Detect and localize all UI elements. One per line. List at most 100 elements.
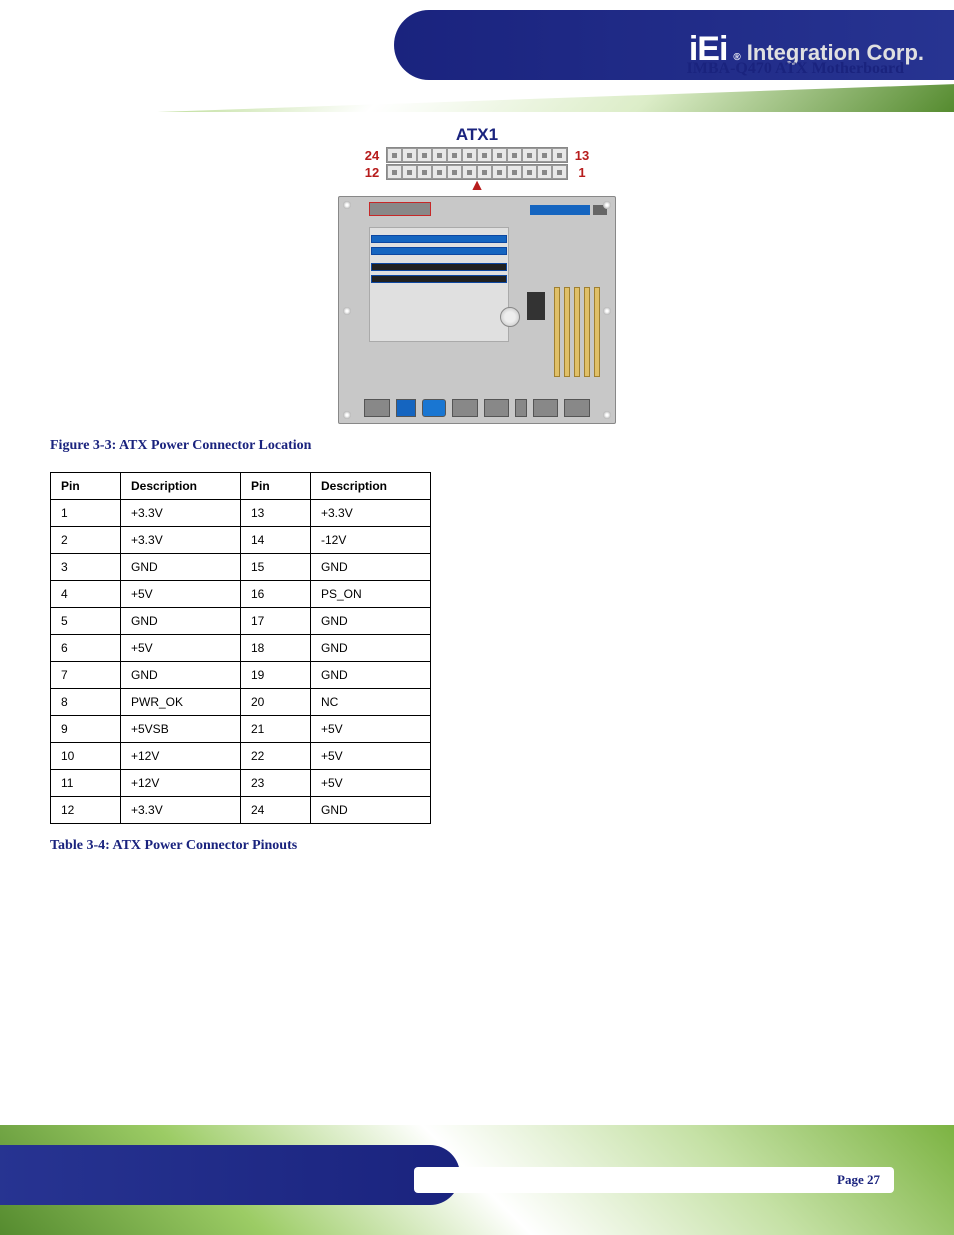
screw-hole <box>603 307 611 315</box>
io-port <box>533 399 559 417</box>
td-desc: GND <box>311 797 431 824</box>
pci-slot <box>564 287 570 377</box>
page-number-strip: Page 27 <box>414 1167 894 1193</box>
pci-slot <box>594 287 600 377</box>
td-desc: PWR_OK <box>121 689 241 716</box>
product-name: IMBA-Q470 ATX Motherboard <box>687 60 904 78</box>
td-desc: +3.3V <box>121 797 241 824</box>
td-pin: 5 <box>51 608 121 635</box>
td-desc: GND <box>121 554 241 581</box>
atx-pin <box>552 165 567 179</box>
dimm-slot <box>371 247 507 255</box>
atx-pin <box>462 148 477 162</box>
td-desc: +5V <box>311 716 431 743</box>
atx-pin <box>402 148 417 162</box>
atx-lower-row: 12 1 <box>362 164 592 180</box>
screw-hole <box>343 411 351 419</box>
td-desc: +3.3V <box>121 500 241 527</box>
table-caption: Table 3-4: ATX Power Connector Pinouts <box>50 838 904 854</box>
screw-hole <box>603 201 611 209</box>
td-pin: 1 <box>51 500 121 527</box>
pci-slot <box>584 287 590 377</box>
td-desc: GND <box>121 662 241 689</box>
atx-pin <box>522 148 537 162</box>
atx-pin <box>432 148 447 162</box>
mobo-battery <box>500 307 520 327</box>
td-desc: +5VSB <box>121 716 241 743</box>
th-desc: Description <box>121 473 241 500</box>
dimm-slot <box>371 235 507 243</box>
td-desc: +12V <box>121 743 241 770</box>
atx-pin <box>477 148 492 162</box>
pin-num-12: 12 <box>362 165 382 180</box>
td-desc: +3.3V <box>121 527 241 554</box>
io-port <box>452 399 478 417</box>
io-port-vga <box>422 399 446 417</box>
io-port <box>364 399 390 417</box>
atx-pin <box>492 165 507 179</box>
td-pin: 6 <box>51 635 121 662</box>
table-row: 10+12V22+5V <box>51 743 431 770</box>
atx-pin <box>417 165 432 179</box>
td-pin: 16 <box>241 581 311 608</box>
atx-connector-diagram: ATX1 24 13 12 1 ▲ <box>297 125 657 194</box>
atx-pin <box>417 148 432 162</box>
atx-pin <box>462 165 477 179</box>
bottom-banner: Page 27 <box>0 1125 954 1235</box>
io-port <box>484 399 510 417</box>
screw-hole <box>343 201 351 209</box>
td-desc: NC <box>311 689 431 716</box>
td-pin: 23 <box>241 770 311 797</box>
th-desc: Description <box>311 473 431 500</box>
dimm-slot <box>371 263 507 271</box>
atx-pin <box>537 148 552 162</box>
td-pin: 13 <box>241 500 311 527</box>
table-row: 5GND17GND <box>51 608 431 635</box>
io-port <box>396 399 416 417</box>
td-pin: 3 <box>51 554 121 581</box>
table-row: 12+3.3V24GND <box>51 797 431 824</box>
atx-pin <box>537 165 552 179</box>
atx-pin <box>402 165 417 179</box>
pci-slot <box>574 287 580 377</box>
td-pin: 15 <box>241 554 311 581</box>
td-desc: +3.3V <box>311 500 431 527</box>
td-pin: 20 <box>241 689 311 716</box>
td-pin: 14 <box>241 527 311 554</box>
table-row: 2+3.3V14-12V <box>51 527 431 554</box>
td-desc: +12V <box>121 770 241 797</box>
arrow-up-icon: ▲ <box>297 178 657 194</box>
th-pin: Pin <box>241 473 311 500</box>
table-row: 9+5VSB21+5V <box>51 716 431 743</box>
atx-pin-block: 24 13 12 1 <box>297 147 657 180</box>
table-row: 3GND15GND <box>51 554 431 581</box>
td-pin: 19 <box>241 662 311 689</box>
top-banner: iEi ® Integration Corp. <box>0 0 954 112</box>
io-port <box>564 399 590 417</box>
td-pin: 4 <box>51 581 121 608</box>
io-port <box>515 399 526 417</box>
atx-pin <box>507 165 522 179</box>
th-pin: Pin <box>51 473 121 500</box>
bottom-swoosh-navy <box>0 1145 460 1205</box>
td-desc: GND <box>311 554 431 581</box>
screw-hole <box>603 411 611 419</box>
table-row: 1+3.3V13+3.3V <box>51 500 431 527</box>
mobo-top-connector <box>530 205 590 215</box>
td-pin: 10 <box>51 743 121 770</box>
pin-row-lower <box>386 164 568 180</box>
atx-pin <box>507 148 522 162</box>
td-desc: -12V <box>311 527 431 554</box>
td-pin: 2 <box>51 527 121 554</box>
td-desc: GND <box>311 635 431 662</box>
mobo-connector <box>527 292 545 320</box>
table-row: 11+12V23+5V <box>51 770 431 797</box>
atx-pin <box>492 148 507 162</box>
td-pin: 18 <box>241 635 311 662</box>
td-pin: 8 <box>51 689 121 716</box>
atx-pin <box>477 165 492 179</box>
page-content: ATX1 24 13 12 1 ▲ <box>0 120 954 854</box>
screw-hole <box>343 307 351 315</box>
atx-pin <box>552 148 567 162</box>
td-pin: 12 <box>51 797 121 824</box>
